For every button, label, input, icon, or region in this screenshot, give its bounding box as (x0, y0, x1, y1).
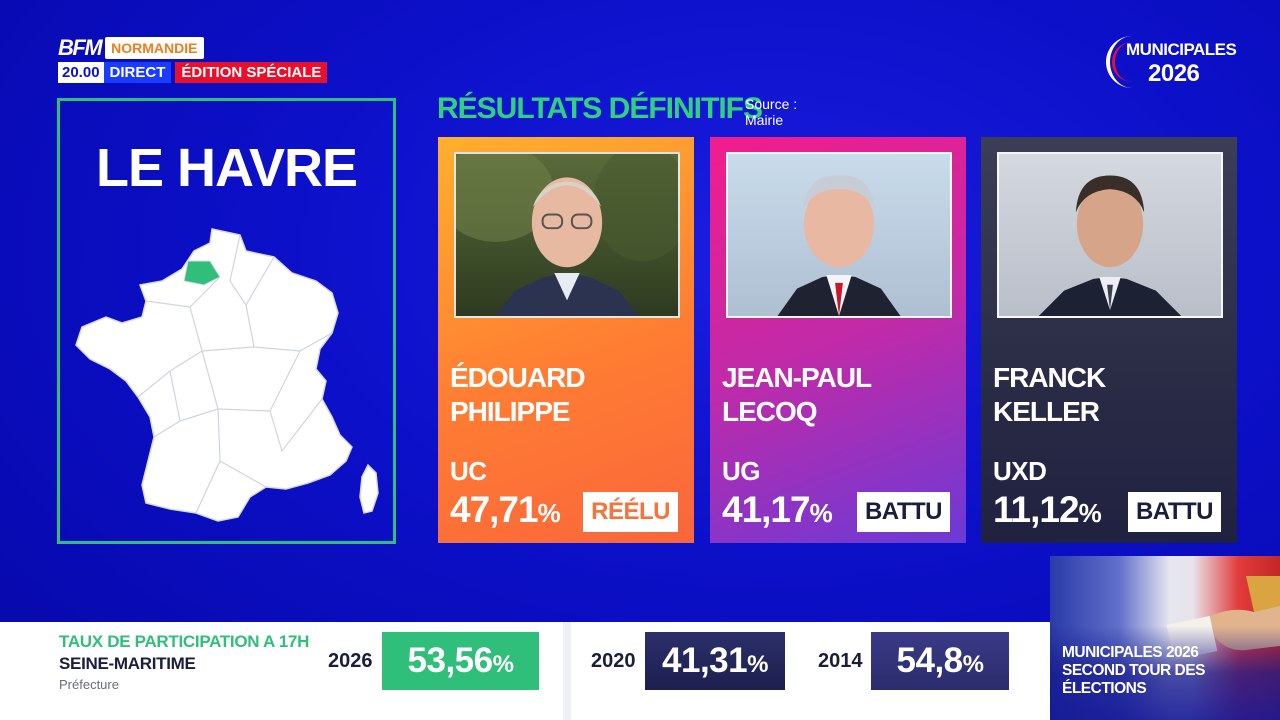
election-logo: MUNICIPALES 2026 (1106, 36, 1237, 88)
promo-shade (1050, 626, 1280, 720)
france-map-icon (75, 228, 379, 522)
city-panel: LE HAVRE (57, 98, 396, 544)
election-logo-year: 2026 (1148, 60, 1200, 87)
candidate-score-percent: % (537, 498, 561, 528)
candidate-photo (726, 152, 952, 318)
special-edition-badge: ÉDITION SPÉCIALE (175, 62, 328, 83)
results-title: RÉSULTATS DÉFINITIFS (437, 92, 763, 125)
participation-divider (563, 622, 571, 720)
promo-tile[interactable]: MUNICIPALES 2026 SECOND TOUR DES ÉLECTIO… (1050, 556, 1280, 720)
participation-rate-value: 53,56 (407, 641, 494, 680)
broadcast-time: 20.00 (58, 62, 104, 83)
participation-region: SEINE-MARITIME (59, 654, 196, 673)
participation-year: 2014 (818, 650, 863, 672)
participation-source: Préfecture (59, 677, 119, 692)
candidate-card: ÉDOUARD PHILIPPE UC 47,71% RÉÉLU (438, 137, 694, 543)
participation-rate: 41,31% (645, 632, 785, 690)
candidate-score-percent: % (1078, 498, 1102, 528)
participation-rate: 53,56% (382, 632, 539, 690)
participation-rate-percent: % (492, 651, 514, 678)
source-label: Source : (745, 96, 798, 112)
candidate-photo (454, 152, 680, 318)
live-badge: DIRECT (103, 62, 172, 83)
candidate-card: JEAN-PAUL LECOQ UG 41,17% BATTU (710, 137, 966, 543)
person-silhouette-icon (456, 154, 678, 316)
participation-rate-value: 41,31 (662, 641, 748, 680)
candidate-card: FRANCK KELLER UXD 11,12% BATTU (981, 137, 1237, 543)
participation-rate: 54,8% (871, 632, 1009, 690)
candidate-name: ÉDOUARD PHILIPPE (450, 362, 586, 427)
city-name: LE HAVRE (95, 138, 358, 198)
candidate-name: FRANCK KELLER (993, 362, 1106, 427)
promo-text: MUNICIPALES 2026 SECOND TOUR DES ÉLECTIO… (1062, 644, 1205, 697)
channel-brand: BFM (58, 35, 103, 60)
candidate-name: JEAN-PAUL LECOQ (722, 362, 872, 427)
election-arc-icon (1106, 36, 1146, 88)
channel-logo: BFM NORMANDIE 20.00 DIRECT ÉDITION SPÉCI… (58, 35, 328, 83)
candidate-photo (997, 152, 1223, 318)
participation-rate-value: 54,8 (896, 641, 964, 680)
person-silhouette-icon (777, 175, 901, 316)
candidate-score-value: 11,12 (993, 489, 1080, 530)
results-source: Source : Mairie (745, 96, 797, 128)
candidate-party: UG (722, 456, 761, 486)
participation-rate-percent: % (962, 651, 984, 678)
candidate-party: UC (450, 456, 487, 486)
source-value: Mairie (745, 112, 784, 128)
person-silhouette-icon (1038, 175, 1182, 316)
candidate-score-value: 41,17 (722, 489, 811, 530)
participation-year: 2020 (591, 650, 636, 672)
candidate-score: 41,17% (722, 489, 833, 531)
candidate-status-badge: BATTU (1127, 492, 1221, 532)
candidate-party: UXD (993, 456, 1047, 486)
candidate-score: 47,71% (450, 489, 561, 531)
candidate-score-value: 47,71 (450, 489, 539, 530)
election-arc-accent-icon (1112, 42, 1142, 82)
candidate-status-badge: RÉÉLU (583, 492, 678, 532)
participation-rate-percent: % (747, 651, 768, 678)
candidate-score-percent: % (809, 498, 833, 528)
candidate-score: 11,12% (993, 489, 1102, 531)
channel-region: NORMANDIE (105, 37, 204, 59)
participation-year: 2026 (328, 650, 373, 672)
candidate-status-badge: BATTU (856, 492, 950, 532)
participation-label: TAUX DE PARTICIPATION A 17H (59, 632, 310, 651)
election-logo-title: MUNICIPALES (1126, 40, 1237, 59)
